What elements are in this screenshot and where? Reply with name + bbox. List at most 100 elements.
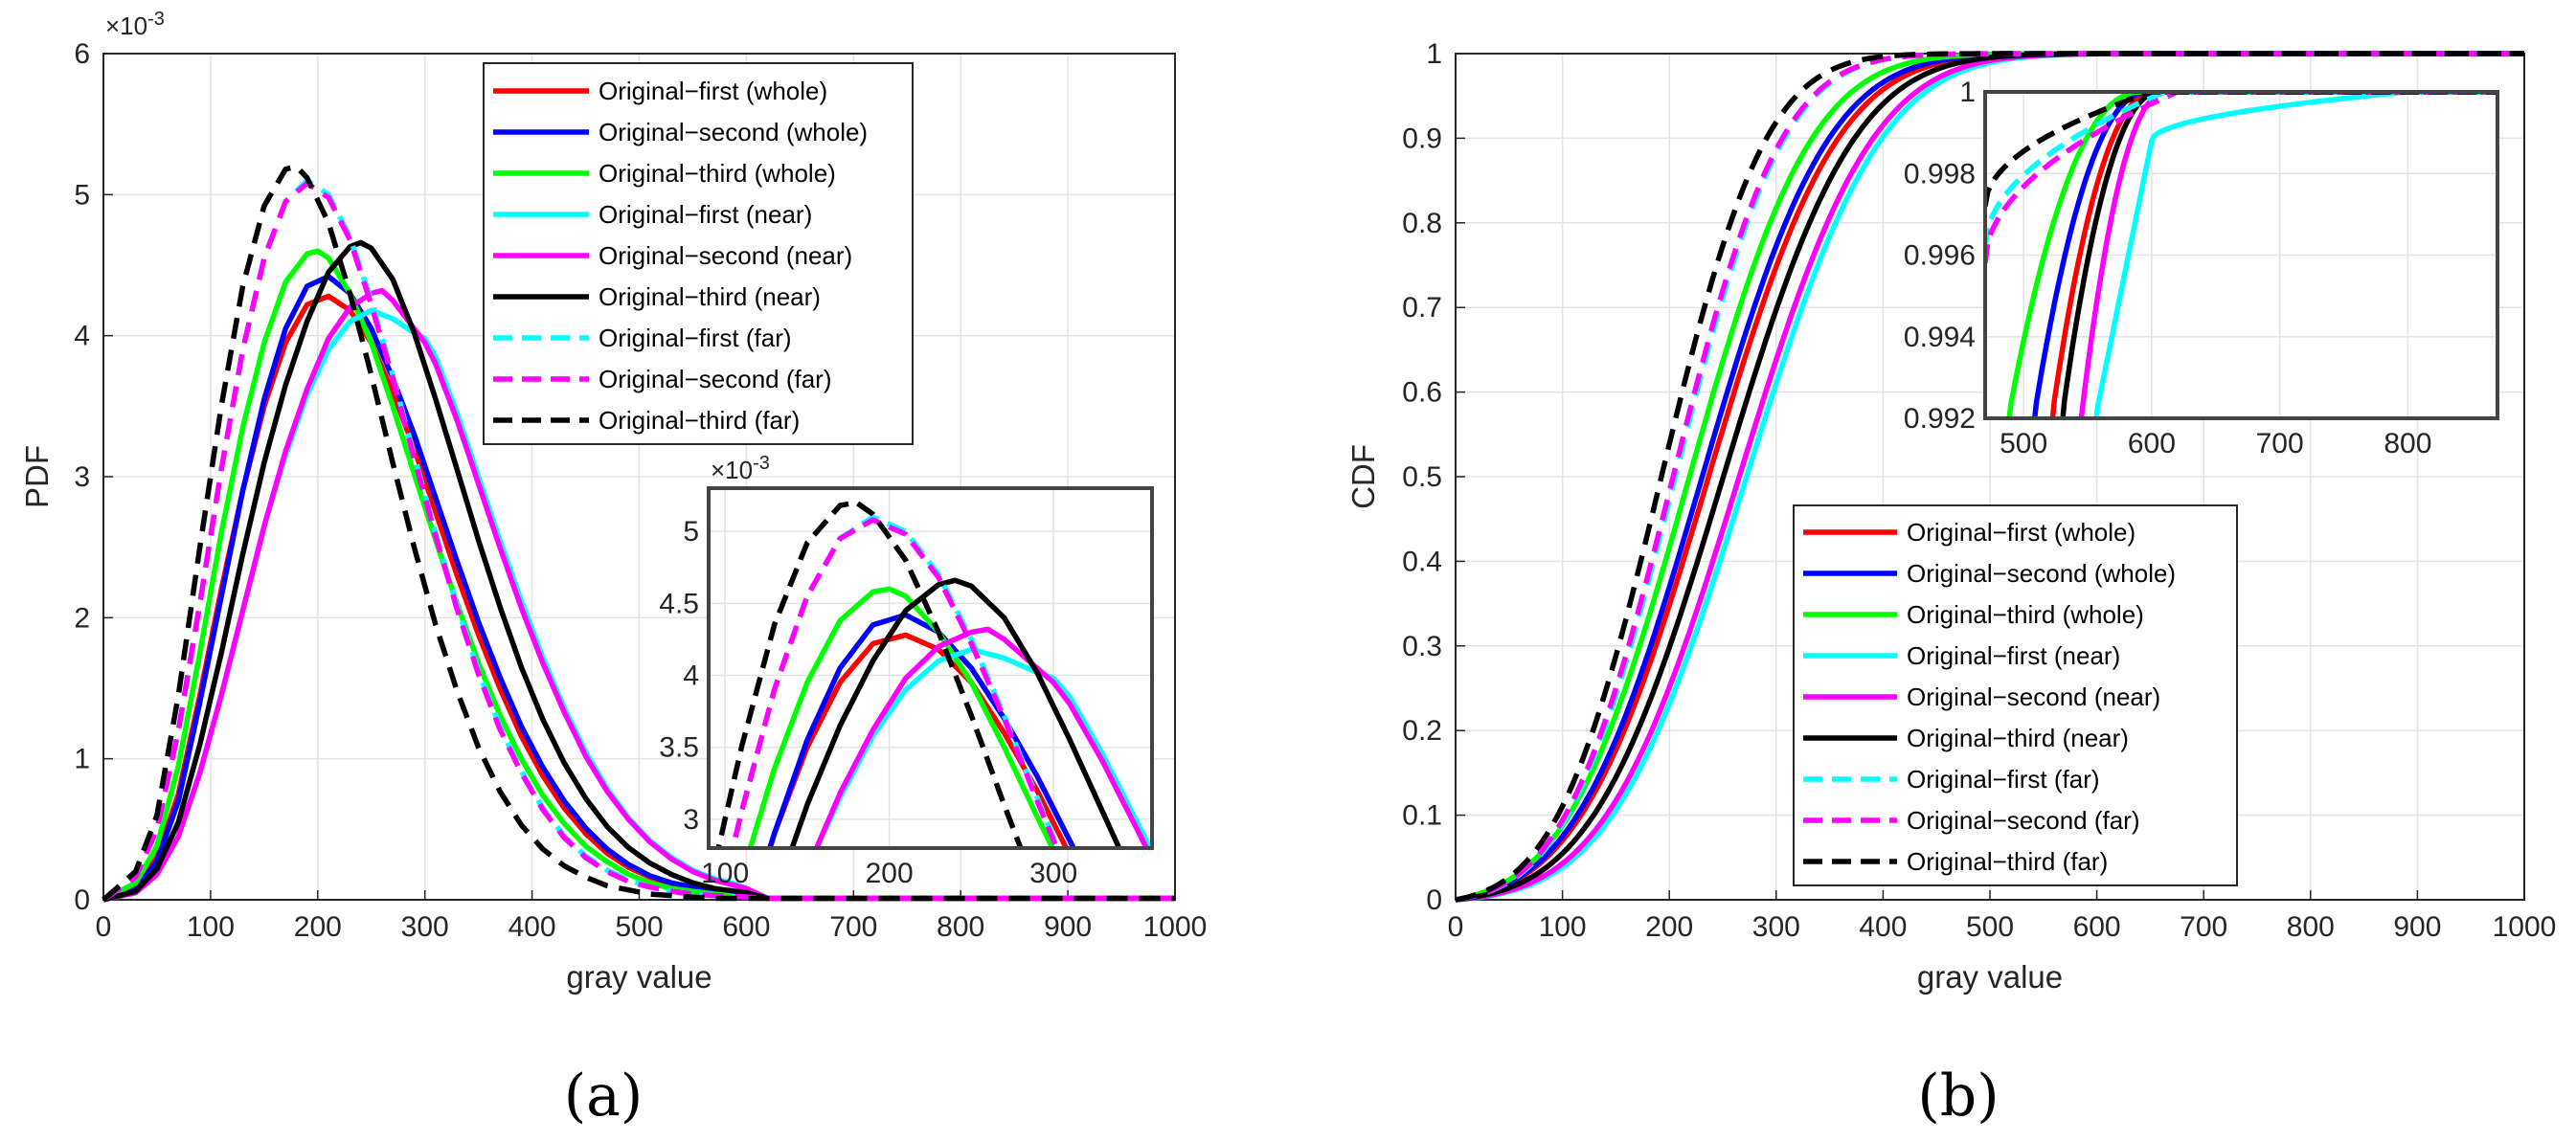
cdf-chart-panel: 0 100 200 300 400 500 600 700 800 900 1000 0 0.1 0.2 0… bbox=[1345, 38, 2556, 995]
inset-y-tick-label: 4 bbox=[683, 660, 699, 692]
inset-series-line-3 bbox=[2006, 92, 2497, 418]
inset-x-tick-label: 200 bbox=[866, 858, 914, 889]
x-tick-label: 400 bbox=[1859, 911, 1907, 943]
x-tick-label: 200 bbox=[1645, 911, 1693, 943]
panel-b-label: (b) bbox=[1917, 1063, 1999, 1130]
inset-axes-box bbox=[1983, 90, 2499, 420]
y-tick-label: 3 bbox=[74, 461, 90, 493]
inset-series-line-2 bbox=[2031, 92, 2497, 418]
y-tick-label: 4 bbox=[74, 321, 90, 352]
legend-entry: Original−second (far) bbox=[1907, 806, 2140, 835]
x-tick-label: 900 bbox=[1044, 911, 1092, 943]
inset-y-tick-label: 4.5 bbox=[659, 588, 699, 619]
legend-entry: Original−third (far) bbox=[599, 406, 800, 435]
y-tick-label: 0.2 bbox=[1402, 715, 1442, 747]
x-tick-label: 0 bbox=[1448, 911, 1464, 943]
inset-series-line-8 bbox=[1985, 92, 2497, 264]
x-tick-label: 800 bbox=[937, 911, 984, 943]
inset-series-line-8 bbox=[730, 517, 1060, 848]
x-tick-label: 500 bbox=[615, 911, 663, 943]
pdf-chart-panel: 0 100 200 300 400 500 600 700 800 900 1000 0 1 2 3 4 5 6 ×… bbox=[19, 9, 1208, 995]
legend-entry: Original−first (whole) bbox=[599, 77, 827, 105]
legend-entry: Original−first (whole) bbox=[1907, 518, 2135, 547]
inset-y-tick-label: 5 bbox=[683, 516, 699, 548]
inset-x-tick-label: 500 bbox=[2000, 428, 2047, 459]
x-tick-label: 1000 bbox=[1143, 911, 1208, 943]
x-tick-label: 700 bbox=[2180, 911, 2227, 943]
legend-entry: Original−third (near) bbox=[599, 282, 821, 311]
inset-series-line-1 bbox=[2049, 92, 2497, 418]
y-tick-label: 1 bbox=[74, 744, 90, 775]
inset-x-tick-label: 600 bbox=[2128, 428, 2176, 459]
x-tick-label: 600 bbox=[2073, 911, 2121, 943]
legend-entry: Original−first (near) bbox=[599, 200, 812, 229]
inset-y-tick-label: 0.994 bbox=[1904, 322, 1976, 353]
series-line-8 bbox=[1455, 51, 2524, 903]
inset-x-tick-label: 100 bbox=[701, 858, 749, 889]
y-tick-label: 6 bbox=[74, 38, 90, 70]
inset-y-tick-label: 0.998 bbox=[1904, 158, 1976, 190]
y-exponent-label: ×10-3 bbox=[105, 9, 165, 40]
y-tick-label: 0 bbox=[1426, 884, 1442, 916]
inset-y-tick-label: 0.996 bbox=[1904, 240, 1976, 272]
x-tick-label: 900 bbox=[2393, 911, 2441, 943]
inset-x-tick-label: 700 bbox=[2256, 428, 2304, 459]
x-tick-label: 800 bbox=[2287, 911, 2335, 943]
legend-entry: Original−third (far) bbox=[1907, 847, 2108, 876]
legend-entry: Original−second (whole) bbox=[599, 118, 868, 146]
y-tick-label: 1 bbox=[1426, 38, 1442, 70]
x-tick-label: 300 bbox=[1752, 911, 1800, 943]
inset-series-line-2 bbox=[767, 612, 1077, 848]
x-tick-label: 100 bbox=[187, 911, 235, 943]
x-tick-label: 700 bbox=[829, 911, 877, 943]
series-line-9 bbox=[1455, 51, 2524, 903]
y-tick-label: 5 bbox=[74, 179, 90, 211]
legend-entry: Original−first (far) bbox=[1907, 765, 2100, 794]
inset-y-tick-label: 3.5 bbox=[659, 732, 699, 764]
x-tick-label: 400 bbox=[508, 911, 556, 943]
series-line-9 bbox=[102, 164, 1175, 903]
legend-entry: Original−first (far) bbox=[599, 324, 792, 352]
y-tick-label: 0.8 bbox=[1402, 208, 1442, 239]
legend-entry: Original−second (whole) bbox=[1907, 559, 2176, 588]
inset-axes-box bbox=[707, 486, 1154, 850]
inset-y-tick-label: 1 bbox=[1959, 77, 1976, 108]
inset-series-line-4 bbox=[814, 646, 1152, 848]
x-tick-label: 0 bbox=[96, 911, 112, 943]
y-axis-label: CDF bbox=[1345, 444, 1381, 509]
legend-entry: Original−second (near) bbox=[599, 241, 852, 270]
legend-entry: Original−third (whole) bbox=[1907, 600, 2144, 629]
inset-series-line-6 bbox=[789, 577, 1122, 848]
inset-y-tick-label: 3 bbox=[683, 804, 699, 836]
y-tick-label: 2 bbox=[74, 602, 90, 634]
inset-series-line-3 bbox=[747, 586, 1056, 848]
inset-series-line-9 bbox=[715, 500, 1024, 848]
legend-entry: Original−third (near) bbox=[1907, 724, 2129, 752]
x-axis-label: gray value bbox=[1917, 959, 2063, 995]
inset-exponent-label: ×10-3 bbox=[711, 453, 770, 484]
y-axis-label: PDF bbox=[19, 445, 55, 508]
inset-y-tick-label: 0.992 bbox=[1904, 403, 1976, 435]
x-tick-label: 200 bbox=[294, 911, 342, 943]
x-tick-label: 1000 bbox=[2493, 911, 2557, 943]
x-tick-label: 100 bbox=[1539, 911, 1587, 943]
inset-series-group bbox=[715, 500, 1152, 848]
inset-series-line-6 bbox=[2060, 92, 2497, 418]
y-tick-label: 0.7 bbox=[1402, 292, 1442, 324]
inset-series-line-9 bbox=[1985, 92, 2497, 207]
legend-entry: Original−first (near) bbox=[1907, 641, 2120, 670]
x-tick-label: 300 bbox=[401, 911, 449, 943]
inset-series-line-5 bbox=[813, 626, 1150, 848]
inset-x-tick-label: 800 bbox=[2384, 428, 2431, 459]
legend-entry: Original−third (whole) bbox=[599, 159, 836, 188]
y-tick-label: 0.6 bbox=[1402, 377, 1442, 409]
y-tick-label: 0.1 bbox=[1402, 800, 1442, 832]
axes-box bbox=[102, 53, 1176, 901]
legend-entry: Original−second (far) bbox=[599, 365, 832, 393]
x-tick-label: 500 bbox=[1966, 911, 2014, 943]
y-tick-label: 0.3 bbox=[1402, 631, 1442, 662]
inset-series-line-4 bbox=[2093, 92, 2497, 418]
inset-x-tick-label: 300 bbox=[1029, 858, 1077, 889]
y-tick-label: 0 bbox=[74, 884, 90, 916]
